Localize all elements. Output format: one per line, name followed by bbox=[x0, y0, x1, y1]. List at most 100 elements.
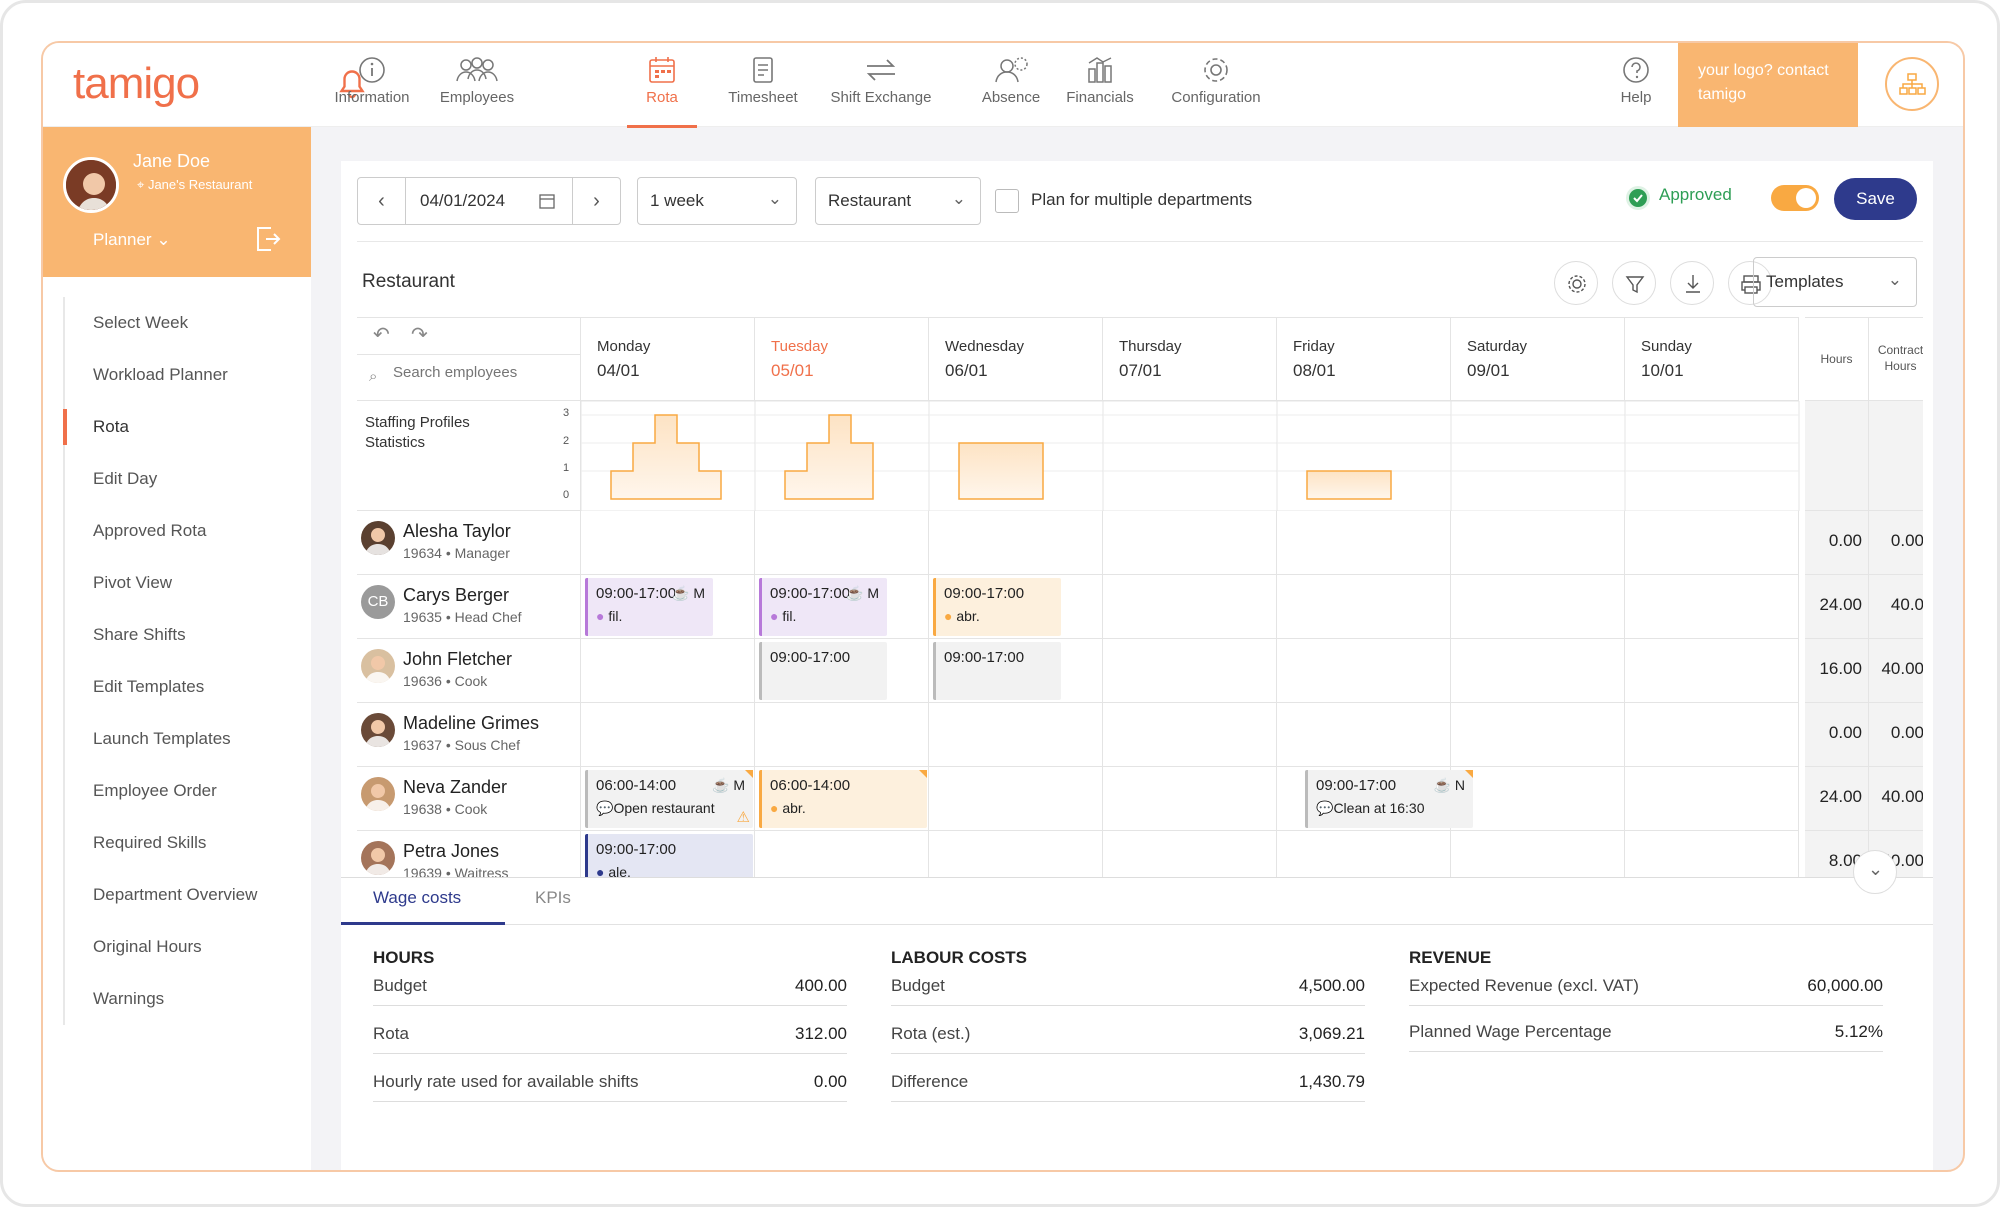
tab-wage-costs[interactable]: Wage costs bbox=[373, 888, 462, 907]
employee-cell[interactable]: Petra Jones 19639 • Waitress bbox=[357, 831, 581, 877]
day-slot[interactable] bbox=[1625, 703, 1799, 767]
nav-shift-exchange[interactable]: Shift Exchange bbox=[821, 51, 941, 127]
day-slot[interactable] bbox=[1451, 639, 1625, 703]
date-input[interactable]: 04/01/2024 bbox=[420, 191, 506, 210]
day-slot[interactable] bbox=[1625, 575, 1799, 639]
download-button[interactable] bbox=[1670, 261, 1714, 305]
avatar[interactable] bbox=[361, 521, 395, 555]
settings-button[interactable] bbox=[1554, 261, 1598, 305]
prev-week-button[interactable]: ‹ bbox=[358, 178, 406, 224]
menu-launch-templates[interactable]: Launch Templates bbox=[93, 729, 231, 748]
menu-rota[interactable]: Rota bbox=[63, 401, 303, 453]
day-header[interactable]: Friday 08/01 bbox=[1277, 317, 1451, 401]
your-logo-box[interactable]: your logo? contact tamigo bbox=[1678, 43, 1858, 127]
day-slot[interactable] bbox=[581, 639, 755, 703]
shift-card[interactable]: 06:00-14:00 ● abr. bbox=[759, 770, 927, 828]
day-slot[interactable] bbox=[581, 703, 755, 767]
day-slot[interactable] bbox=[755, 511, 929, 575]
day-slot[interactable] bbox=[1103, 639, 1277, 703]
day-header[interactable]: Sunday 10/01 bbox=[1625, 317, 1799, 401]
employee-cell[interactable]: Neva Zander 19638 • Cook bbox=[357, 767, 581, 831]
period-select[interactable]: 1 week ⌄ bbox=[637, 177, 797, 225]
day-slot[interactable] bbox=[1451, 831, 1625, 877]
day-header[interactable]: Saturday 09/01 bbox=[1451, 317, 1625, 401]
menu-warnings[interactable]: Warnings bbox=[93, 989, 165, 1008]
day-slot[interactable] bbox=[1625, 511, 1799, 575]
day-slot[interactable] bbox=[929, 639, 1103, 703]
day-header[interactable]: Tuesday 05/01 bbox=[755, 317, 929, 401]
day-slot[interactable] bbox=[929, 767, 1103, 831]
menu-workload-planner[interactable]: Workload Planner bbox=[93, 365, 228, 384]
menu-select-week[interactable]: Select Week bbox=[93, 313, 189, 332]
day-slot[interactable] bbox=[1277, 511, 1451, 575]
shift-card[interactable]: 09:00-17:00 bbox=[933, 642, 1061, 700]
day-header[interactable]: Thursday 07/01 bbox=[1103, 317, 1277, 401]
day-slot[interactable] bbox=[929, 831, 1103, 877]
day-header[interactable]: Monday 04/01 bbox=[581, 317, 755, 401]
shift-card[interactable]: 09:00-17:00 ☕ N 💬Clean at 16:30 bbox=[1305, 770, 1473, 828]
menu-edit-templates[interactable]: Edit Templates bbox=[93, 677, 205, 696]
org-chart-button[interactable] bbox=[1885, 57, 1939, 111]
day-slot[interactable] bbox=[755, 703, 929, 767]
role-dropdown[interactable]: Planner ⌄ bbox=[93, 230, 171, 250]
warning-icon[interactable]: ⚠ bbox=[736, 809, 750, 826]
print-button[interactable] bbox=[1728, 261, 1772, 305]
day-slot[interactable] bbox=[581, 575, 755, 639]
day-header[interactable]: Wednesday 06/01 bbox=[929, 317, 1103, 401]
day-slot[interactable] bbox=[1451, 511, 1625, 575]
day-slot[interactable] bbox=[755, 575, 929, 639]
day-slot[interactable] bbox=[1103, 703, 1277, 767]
day-slot[interactable] bbox=[1103, 831, 1277, 877]
day-slot[interactable] bbox=[581, 831, 755, 877]
approved-toggle[interactable] bbox=[1771, 185, 1819, 211]
shift-card[interactable]: 09:00-17:00 ● ale. bbox=[585, 834, 753, 877]
nav-financials[interactable]: Financials bbox=[1055, 51, 1145, 127]
shift-card[interactable]: 09:00-17:00 ☕ M ● fil. bbox=[585, 578, 713, 636]
multi-dept-checkbox[interactable] bbox=[995, 189, 1019, 213]
nav-rota[interactable]: Rota bbox=[627, 51, 697, 128]
nav-information[interactable]: Information bbox=[319, 51, 425, 127]
day-slot[interactable] bbox=[581, 767, 755, 831]
logout-icon[interactable] bbox=[255, 225, 281, 253]
undo-icon[interactable]: ↶ bbox=[373, 324, 390, 346]
nav-timesheet[interactable]: Timesheet bbox=[713, 51, 813, 127]
nav-help[interactable]: Help bbox=[1611, 51, 1661, 127]
day-slot[interactable] bbox=[755, 767, 929, 831]
menu-required-skills[interactable]: Required Skills bbox=[93, 833, 207, 852]
day-slot[interactable] bbox=[1625, 831, 1799, 877]
tab-kpis[interactable]: KPIs bbox=[535, 888, 571, 907]
day-slot[interactable] bbox=[1103, 767, 1277, 831]
day-slot[interactable] bbox=[1277, 703, 1451, 767]
search-employees-input[interactable] bbox=[393, 364, 573, 381]
bell-icon[interactable] bbox=[334, 67, 370, 103]
day-slot[interactable] bbox=[1625, 767, 1799, 831]
avatar[interactable] bbox=[63, 157, 119, 213]
save-button[interactable]: Save bbox=[1834, 178, 1917, 220]
day-slot[interactable] bbox=[929, 511, 1103, 575]
nav-employees[interactable]: Employees bbox=[427, 51, 527, 127]
day-slot[interactable] bbox=[755, 639, 929, 703]
employee-cell[interactable]: Madeline Grimes 19637 • Sous Chef bbox=[357, 703, 581, 767]
day-slot[interactable] bbox=[1103, 575, 1277, 639]
templates-dropdown[interactable]: Templates ⌄ bbox=[1753, 257, 1917, 307]
day-slot[interactable] bbox=[929, 575, 1103, 639]
menu-share-shifts[interactable]: Share Shifts bbox=[93, 625, 186, 644]
day-slot[interactable] bbox=[581, 511, 755, 575]
day-slot[interactable] bbox=[1277, 639, 1451, 703]
employee-cell[interactable]: Alesha Taylor 19634 • Manager bbox=[357, 511, 581, 575]
avatar[interactable] bbox=[361, 713, 395, 747]
day-slot[interactable] bbox=[1451, 703, 1625, 767]
shift-card[interactable]: 09:00-17:00 ☕ M ● fil. bbox=[759, 578, 887, 636]
shift-card[interactable]: 06:00-14:00 ☕ M 💬Open restaurant ⚠ bbox=[585, 770, 753, 828]
shift-card[interactable]: 09:00-17:00 ● abr. bbox=[933, 578, 1061, 636]
department-select[interactable]: Restaurant ⌄ bbox=[815, 177, 981, 225]
collapse-panel-button[interactable]: ⌄ bbox=[1853, 850, 1897, 894]
day-slot[interactable] bbox=[1625, 639, 1799, 703]
menu-approved-rota[interactable]: Approved Rota bbox=[93, 521, 207, 540]
menu-pivot-view[interactable]: Pivot View bbox=[93, 573, 173, 592]
redo-icon[interactable]: ↷ bbox=[411, 324, 428, 346]
day-slot[interactable] bbox=[1103, 511, 1277, 575]
tamigo-logo[interactable]: tamigo bbox=[73, 59, 200, 108]
avatar[interactable] bbox=[361, 649, 395, 683]
menu-original-hours[interactable]: Original Hours bbox=[93, 937, 202, 956]
